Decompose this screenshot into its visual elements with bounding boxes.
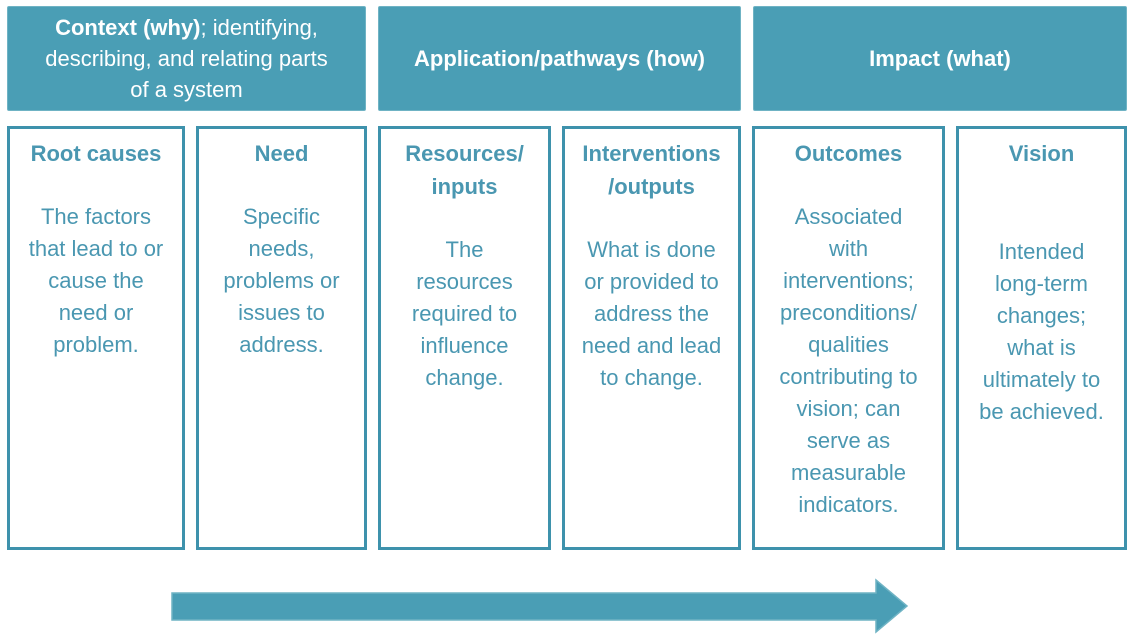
- column-resources-inputs: Resources/ inputs The resources required…: [378, 126, 551, 550]
- column-outcomes-body: Associated with interventions; precondit…: [779, 204, 918, 517]
- column-root-causes-title: Root causes: [30, 141, 162, 166]
- column-outcomes-title: Outcomes: [794, 141, 903, 166]
- column-vision-title: Vision: [1008, 141, 1075, 166]
- column-resources-inputs-title: Resources/ inputs: [405, 141, 524, 199]
- header-impact-text: Impact (what): [869, 46, 1011, 71]
- column-interventions-outputs: Interventions /outputs What is done or p…: [562, 126, 741, 550]
- column-need-body: Specific needs, problems or issues to ad…: [223, 204, 340, 357]
- column-outcomes: Outcomes Associated with interventions; …: [752, 126, 945, 550]
- column-need-title: Need: [254, 141, 309, 166]
- column-resources-inputs-body: The resources required to influence chan…: [411, 237, 518, 390]
- column-need: Need Specific needs, problems or issues …: [196, 126, 367, 550]
- column-root-causes: Root causes The factors that lead to or …: [7, 126, 185, 550]
- header-application-pathways: Application/pathways (how): [378, 6, 741, 111]
- header-context-text: Context (why); identifying, describing, …: [45, 12, 328, 105]
- column-vision-body: Intended long-term changes; what is ulti…: [979, 239, 1104, 424]
- header-context: Context (why); identifying, describing, …: [7, 6, 366, 111]
- column-interventions-outputs-title: Interventions /outputs: [582, 141, 721, 199]
- column-vision: Vision Intended long-term changes; what …: [956, 126, 1127, 550]
- column-interventions-outputs-body: What is done or provided to address the …: [581, 237, 722, 390]
- header-context-bold: Context (why): [55, 15, 201, 40]
- header-impact: Impact (what): [753, 6, 1127, 111]
- header-application-text: Application/pathways (how): [414, 46, 705, 71]
- header-context-rest: ; identifying, describing, and relating …: [45, 15, 328, 102]
- column-root-causes-body: The factors that lead to or cause the ne…: [28, 204, 164, 357]
- flow-arrow-icon: [171, 578, 909, 634]
